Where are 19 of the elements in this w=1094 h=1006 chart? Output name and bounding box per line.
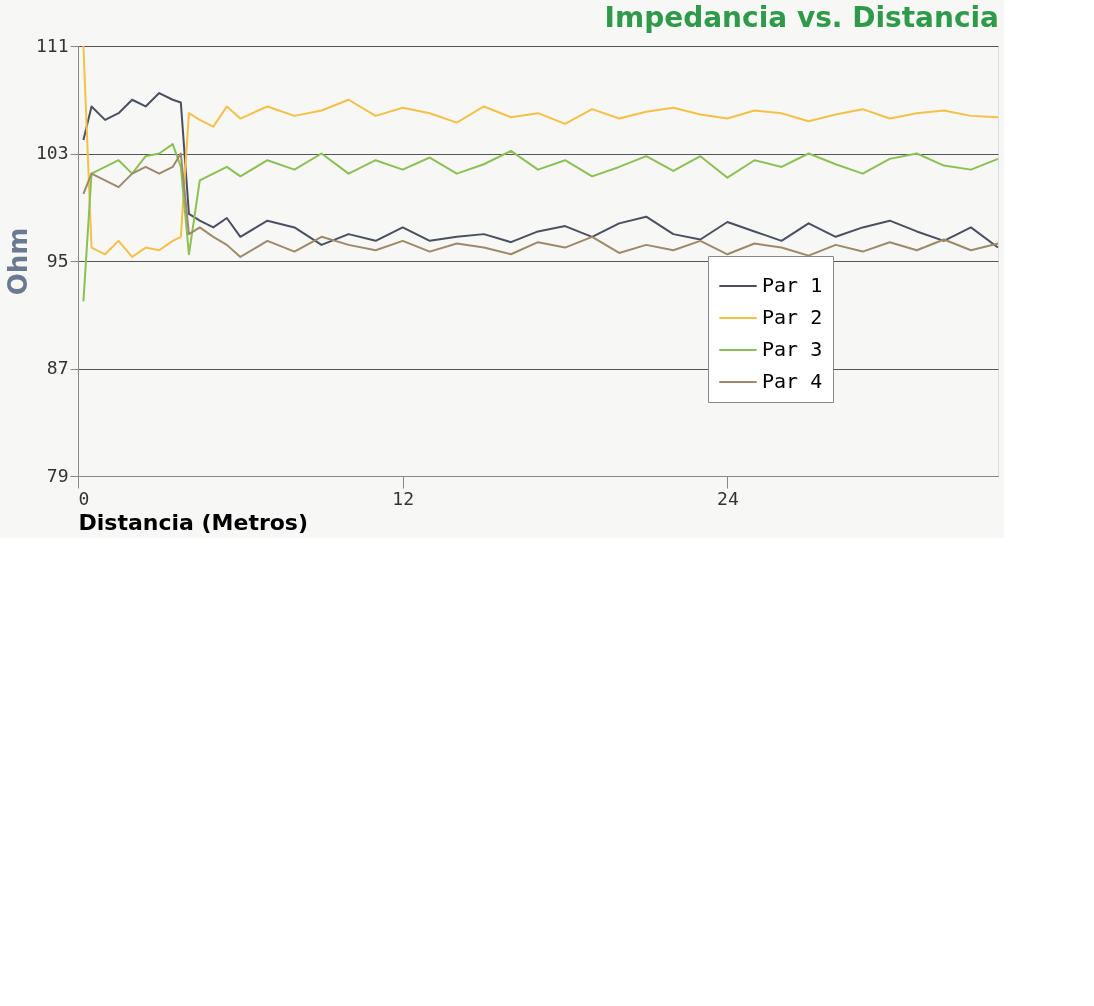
y-tick-label: 87: [46, 357, 69, 378]
y-tick-label: 111: [35, 34, 69, 56]
y-tick-label: 103: [35, 142, 69, 163]
x-tick-label: 24: [717, 487, 739, 509]
line-series: [82, 45, 999, 258]
y-tick-label: 95: [46, 249, 69, 271]
x-tick-label: 0: [78, 487, 90, 509]
y-tick-label: 79: [46, 464, 69, 486]
legend-label: Par 1: [762, 273, 823, 297]
line-series: [82, 92, 999, 249]
y-axis-title: Ohm: [2, 227, 33, 296]
chart-title: Impedancia vs. Distancia: [604, 1, 999, 34]
x-axis-title: Distancia (Metros): [78, 509, 309, 535]
legend-label: Par 3: [762, 337, 823, 361]
legend-label: Par 2: [762, 305, 823, 329]
x-tick-label: 12: [392, 487, 415, 509]
line-series: [82, 152, 999, 258]
line-series: [82, 143, 999, 303]
legend-label: Par 4: [762, 369, 823, 393]
